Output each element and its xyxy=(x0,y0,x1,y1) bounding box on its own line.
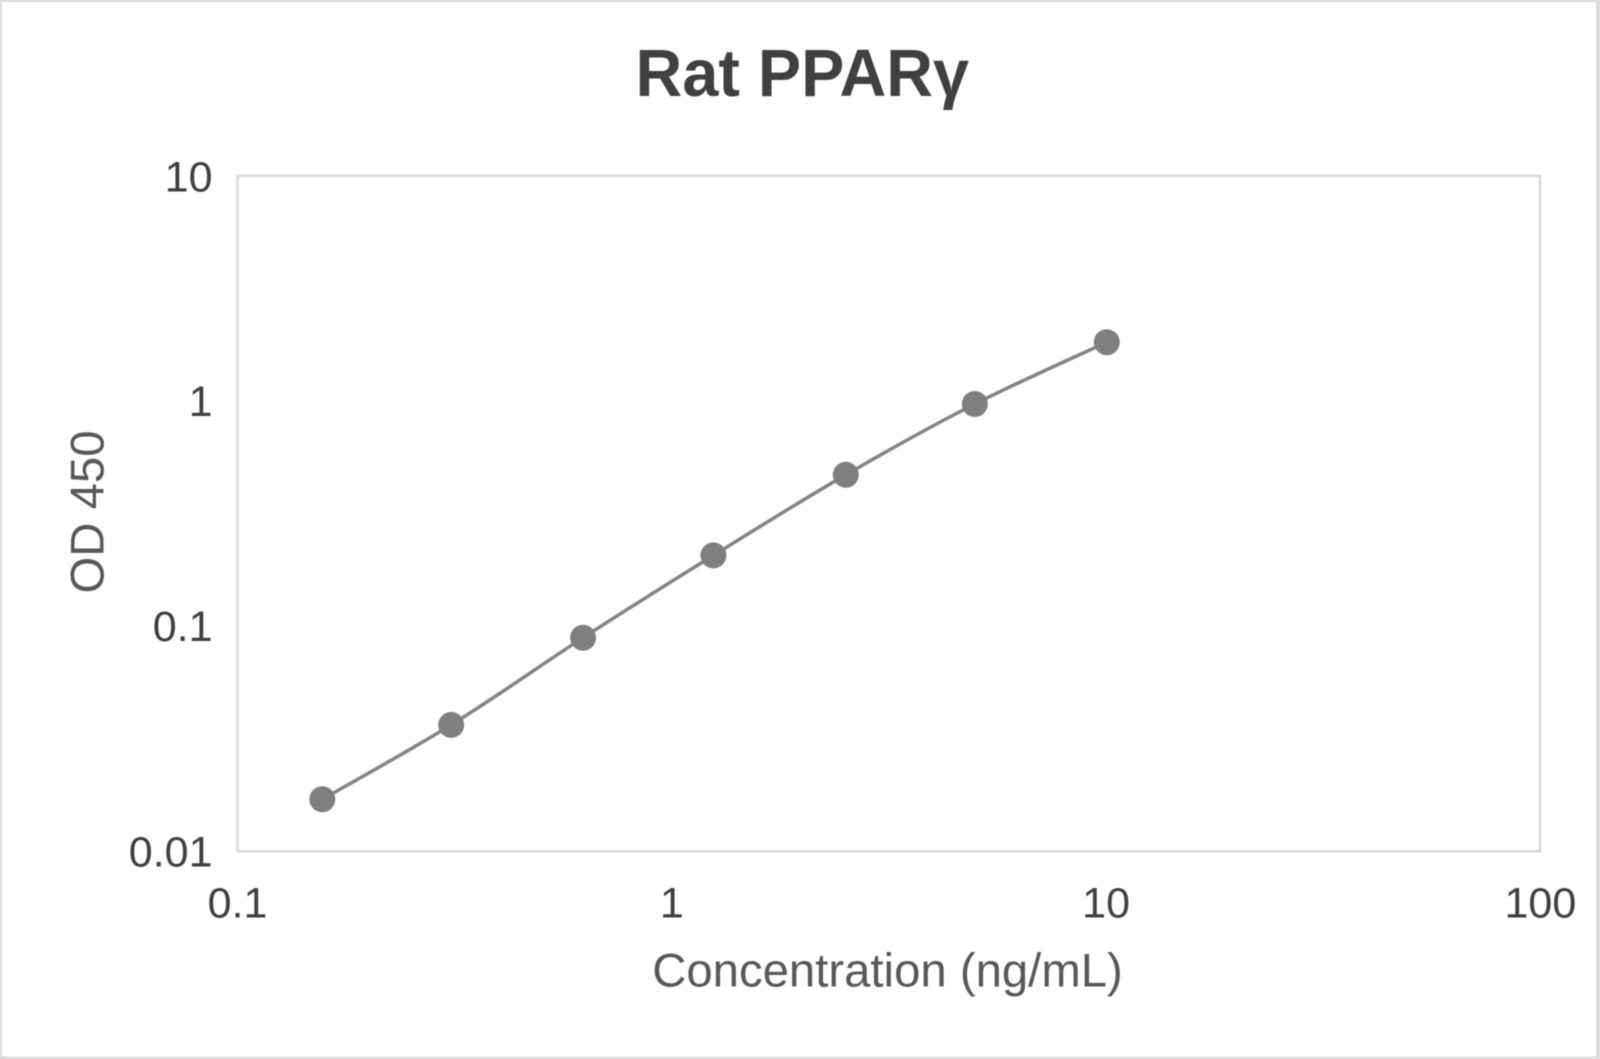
svg-text:1: 1 xyxy=(660,880,684,928)
svg-text:Concentration (ng/mL): Concentration (ng/mL) xyxy=(652,945,1123,998)
svg-text:100: 100 xyxy=(1505,880,1577,928)
svg-text:1: 1 xyxy=(189,378,213,426)
svg-text:0.1: 0.1 xyxy=(153,603,213,651)
svg-text:OD 450: OD 450 xyxy=(62,431,115,594)
svg-text:Rat PPARγ: Rat PPARγ xyxy=(636,36,970,111)
svg-text:0.1: 0.1 xyxy=(208,880,268,928)
svg-text:10: 10 xyxy=(165,153,213,201)
svg-text:0.01: 0.01 xyxy=(129,828,213,876)
svg-text:10: 10 xyxy=(1082,880,1130,928)
